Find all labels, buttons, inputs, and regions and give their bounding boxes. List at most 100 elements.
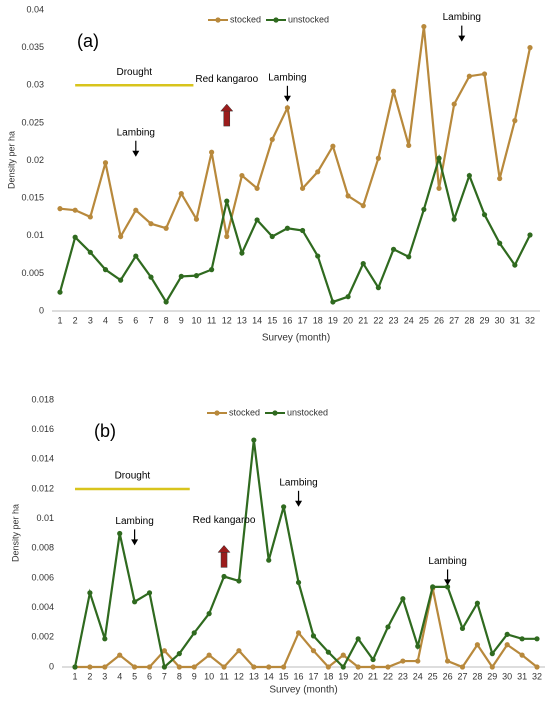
data-point xyxy=(133,207,139,213)
x-tick-label: 28 xyxy=(472,671,482,681)
data-point xyxy=(421,23,427,30)
data-point xyxy=(266,557,272,563)
x-tick-label: 16 xyxy=(282,315,292,325)
data-point xyxy=(102,636,108,642)
x-tick-label: 24 xyxy=(404,315,414,325)
data-point xyxy=(221,573,227,580)
event-arrowhead xyxy=(458,35,466,42)
data-point xyxy=(118,277,124,283)
event-label: Lambing xyxy=(443,12,481,23)
data-point xyxy=(191,664,197,670)
data-point xyxy=(436,155,442,161)
x-tick-label: 25 xyxy=(419,315,429,325)
data-point xyxy=(512,118,518,124)
x-tick-label: 2 xyxy=(87,671,92,681)
legend-label: stocked xyxy=(230,14,261,24)
series-line xyxy=(75,588,538,669)
x-tick-label: 16 xyxy=(294,671,304,681)
data-point xyxy=(72,234,78,240)
data-point xyxy=(251,664,257,670)
data-point xyxy=(87,664,93,670)
event-arrow xyxy=(223,109,231,127)
y-tick-label: 0.01 xyxy=(36,513,54,523)
data-point xyxy=(340,652,346,658)
data-point xyxy=(224,198,230,204)
x-tick-label: 12 xyxy=(222,315,232,325)
data-point xyxy=(87,590,93,596)
x-tick-label: 1 xyxy=(57,315,62,325)
y-tick-label: 0.014 xyxy=(31,454,54,464)
event-label-box: Red kangaroo xyxy=(193,515,256,526)
data-point xyxy=(87,249,93,255)
y-tick-label: 0.035 xyxy=(21,42,44,52)
data-point xyxy=(254,217,260,223)
y-tick-label: 0.006 xyxy=(31,572,54,582)
data-point xyxy=(527,45,533,51)
x-tick-label: 12 xyxy=(234,671,244,681)
data-point xyxy=(497,240,503,246)
data-point xyxy=(466,172,472,179)
data-point xyxy=(406,142,412,149)
data-point xyxy=(325,664,331,670)
x-tick-label: 30 xyxy=(495,315,505,325)
data-point xyxy=(236,648,242,654)
data-point xyxy=(360,260,366,267)
data-point xyxy=(206,652,212,658)
x-tick-label: 28 xyxy=(464,315,474,325)
data-point xyxy=(251,437,257,443)
data-point xyxy=(390,246,397,252)
data-point xyxy=(161,664,168,670)
x-tick-label: 27 xyxy=(457,671,467,681)
x-tick-label: 3 xyxy=(102,671,107,681)
data-point xyxy=(281,504,287,510)
data-point xyxy=(330,299,336,305)
data-point xyxy=(163,225,169,231)
x-axis-label: Survey (month) xyxy=(262,333,330,344)
event-label: Lambing xyxy=(115,516,153,527)
data-point xyxy=(284,225,291,231)
data-point xyxy=(370,664,376,670)
data-point xyxy=(163,299,169,305)
x-tick-label: 23 xyxy=(389,315,399,325)
data-point xyxy=(444,584,451,590)
data-point xyxy=(161,648,168,654)
x-tick-label: 9 xyxy=(192,671,197,681)
event-arrowhead xyxy=(131,539,139,546)
event-label: Lambing xyxy=(279,477,317,488)
data-point xyxy=(466,73,472,79)
data-point xyxy=(451,101,457,107)
x-tick-label: 17 xyxy=(308,671,318,681)
data-point xyxy=(284,105,291,111)
x-tick-label: 27 xyxy=(449,315,459,325)
y-tick-label: 0 xyxy=(49,661,54,671)
y-tick-label: 0.012 xyxy=(31,483,54,493)
y-tick-label: 0.025 xyxy=(21,117,44,127)
data-point xyxy=(146,664,153,670)
data-point xyxy=(385,624,391,630)
data-point xyxy=(102,664,108,670)
data-point xyxy=(504,642,510,648)
data-point xyxy=(295,630,302,636)
x-tick-label: 26 xyxy=(443,671,453,681)
x-tick-label: 8 xyxy=(177,671,182,681)
y-tick-label: 0.018 xyxy=(31,394,54,404)
legend-label: stocked xyxy=(229,407,260,417)
x-tick-label: 31 xyxy=(517,671,527,681)
x-tick-label: 32 xyxy=(532,671,542,681)
data-point xyxy=(481,71,488,77)
data-point xyxy=(400,658,406,664)
event-arrowhead xyxy=(444,579,452,586)
x-tick-label: 21 xyxy=(358,315,368,325)
event-label: Lambing xyxy=(428,556,466,567)
x-tick-label: 30 xyxy=(502,671,512,681)
data-point xyxy=(370,656,376,663)
x-tick-label: 21 xyxy=(368,671,378,681)
data-point xyxy=(117,530,123,537)
event-arrowhead xyxy=(132,150,140,157)
data-point xyxy=(534,636,540,642)
data-point xyxy=(206,611,212,617)
series-line xyxy=(73,439,537,670)
data-point xyxy=(444,658,451,664)
legend-swatch-dot xyxy=(272,410,278,416)
